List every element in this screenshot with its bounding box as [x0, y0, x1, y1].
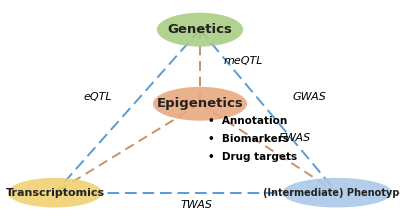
- Text: •  Biomarkers: • Biomarkers: [208, 134, 289, 144]
- Text: meQTL: meQTL: [224, 56, 263, 67]
- Ellipse shape: [8, 178, 102, 208]
- Text: •  Annotation: • Annotation: [208, 116, 287, 126]
- Ellipse shape: [282, 178, 392, 208]
- Text: eQTL: eQTL: [84, 92, 112, 102]
- Ellipse shape: [157, 13, 243, 47]
- Text: Genetics: Genetics: [168, 23, 232, 36]
- Text: GWAS: GWAS: [293, 92, 327, 102]
- Text: Transcriptomics: Transcriptomics: [5, 188, 104, 198]
- Text: (Intermediate) Phenotypes: (Intermediate) Phenotypes: [263, 188, 400, 198]
- Text: TWAS: TWAS: [180, 200, 212, 210]
- Text: EWAS: EWAS: [278, 133, 311, 143]
- Text: Epigenetics: Epigenetics: [157, 97, 243, 110]
- Ellipse shape: [153, 87, 247, 121]
- Text: •  Drug targets: • Drug targets: [208, 152, 297, 162]
